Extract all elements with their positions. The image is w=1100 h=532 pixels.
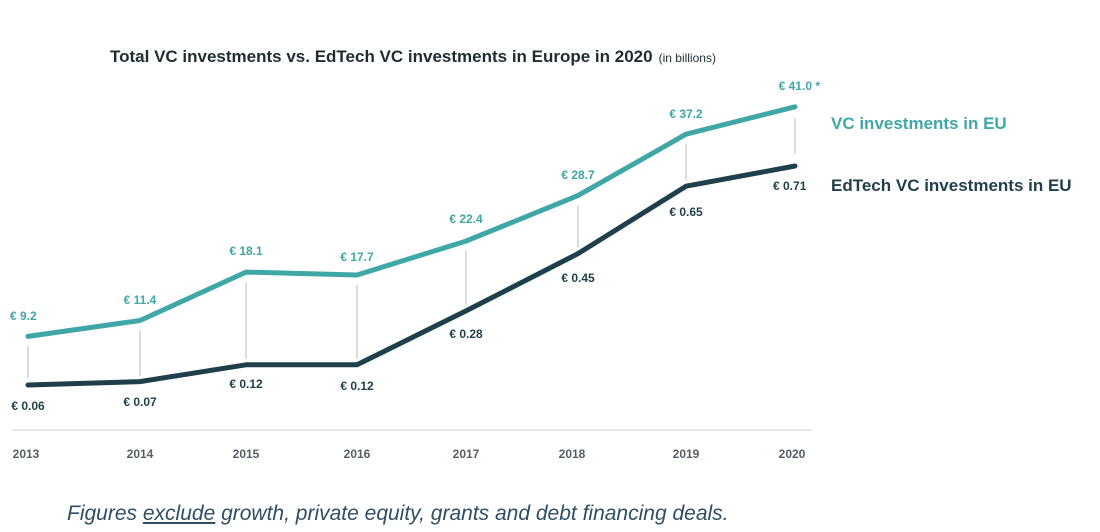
x-tick-label-2020: 2020 bbox=[779, 447, 806, 461]
edtech-value-label-2013: € 0.06 bbox=[11, 399, 45, 413]
vc-value-label-2019: € 37.2 bbox=[669, 107, 703, 121]
series-lines bbox=[25, 104, 798, 388]
footnote-text-start: Figures bbox=[67, 502, 143, 525]
vc-value-label-2018: € 28.7 bbox=[561, 168, 595, 182]
edtech-value-label-2019: € 0.65 bbox=[669, 205, 703, 219]
edtech-value-label-2020: € 0.71 bbox=[773, 179, 807, 193]
x-tick-label-2019: 2019 bbox=[673, 447, 700, 461]
x-tick-label-2018: 2018 bbox=[559, 447, 586, 461]
edtech-value-label-2014: € 0.07 bbox=[123, 395, 157, 409]
vc-value-label-2017: € 22.4 bbox=[449, 212, 483, 226]
edtech-value-label-2015: € 0.12 bbox=[229, 377, 263, 391]
legend-label-vc: VC investments in EU bbox=[831, 114, 1007, 133]
vc-value-label-2013: € 9.2 bbox=[10, 309, 37, 323]
x-tick-label-2016: 2016 bbox=[344, 447, 371, 461]
data-labels: € 9.2 € 11.4 € 18.1 € 17.7 € 22.4 € 28.7 € 37.… bbox=[10, 79, 820, 413]
vc-value-label-2020: € 41.0 * bbox=[779, 79, 821, 93]
x-tick-label-2017: 2017 bbox=[453, 447, 480, 461]
vc-value-label-2014: € 11.4 bbox=[124, 293, 157, 307]
chart-title: Total VC investments vs. EdTech VC inves… bbox=[110, 47, 716, 66]
series-line-edtech bbox=[25, 163, 798, 388]
vc-value-label-2015: € 18.1 bbox=[229, 244, 263, 258]
vc-value-label-2016: € 17.7 bbox=[340, 250, 374, 264]
x-tick-label-2013: 2013 bbox=[13, 447, 40, 461]
x-axis-ticks: 2013 2014 2015 2016 2017 2018 2019 2020 bbox=[13, 447, 806, 461]
connector-lines bbox=[27, 118, 796, 378]
footnote-emphasis: exclude bbox=[142, 502, 216, 525]
x-tick-label-2014: 2014 bbox=[127, 447, 154, 461]
footnote: Figures exclude growth, private equity, … bbox=[67, 502, 729, 526]
edtech-value-label-2016: € 0.12 bbox=[340, 379, 374, 393]
footnote-text-end: growth, private equity, grants and debt … bbox=[215, 502, 729, 525]
edtech-value-label-2018: € 0.45 bbox=[561, 271, 595, 285]
x-tick-label-2015: 2015 bbox=[233, 447, 260, 461]
edtech-value-label-2017: € 0.28 bbox=[449, 327, 483, 341]
chart-title-note: (in billions) bbox=[659, 51, 716, 65]
legend: VC investments in EU EdTech VC investment… bbox=[831, 114, 1072, 195]
series-line-vc bbox=[25, 104, 798, 339]
legend-label-edtech: EdTech VC investments in EU bbox=[831, 176, 1072, 195]
